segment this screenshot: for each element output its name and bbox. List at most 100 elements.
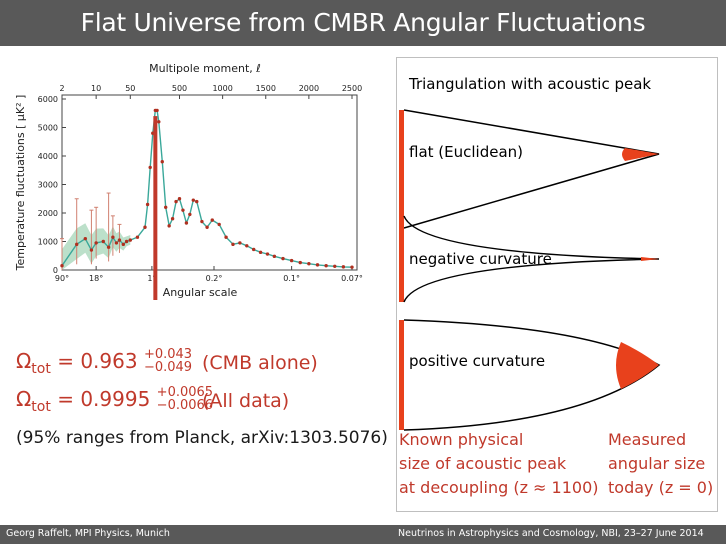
data-point bbox=[155, 108, 159, 113]
data-point bbox=[83, 236, 88, 241]
data-point bbox=[181, 208, 185, 212]
footer-event: Neutrinos in Astrophysics and Cosmology,… bbox=[398, 528, 704, 539]
data-point bbox=[265, 252, 270, 256]
data-point bbox=[238, 241, 242, 245]
bottom-tick-label: 0.1° bbox=[283, 274, 300, 283]
data-point bbox=[324, 264, 328, 268]
data-point bbox=[89, 248, 94, 252]
omega-subscript-2: tot bbox=[31, 399, 51, 415]
best-fit-curve bbox=[61, 109, 353, 268]
flat-triangle bbox=[399, 109, 660, 229]
data-point bbox=[167, 224, 171, 228]
data-point bbox=[205, 225, 209, 229]
negative-angle-wedge bbox=[641, 257, 659, 261]
bottom-tick-label: 0.07° bbox=[341, 274, 363, 283]
data-point bbox=[191, 198, 195, 202]
curvature-diagram bbox=[399, 109, 661, 431]
data-point bbox=[145, 202, 150, 207]
data-point bbox=[350, 265, 354, 269]
positive-source-bar bbox=[399, 320, 404, 430]
planck-source: (95% ranges from Planck, arXiv:1303.5076… bbox=[16, 428, 388, 448]
top-tick-label: 2 bbox=[59, 84, 64, 93]
data-point bbox=[200, 219, 204, 224]
data-point bbox=[170, 217, 175, 221]
measured-line-3: today (z = 0) bbox=[608, 478, 714, 497]
data-point bbox=[231, 242, 235, 247]
top-tick-label: 10 bbox=[91, 84, 101, 93]
omega-line-2: Ωtot = 0.9995 +0.0065 −0.0066 bbox=[16, 384, 214, 416]
data-point bbox=[333, 264, 337, 268]
data-point bbox=[307, 262, 311, 266]
data-point bbox=[281, 256, 285, 261]
data-point bbox=[298, 260, 302, 265]
bottom-tick-label: 90° bbox=[55, 274, 69, 283]
positive-angle-wedge bbox=[616, 342, 659, 389]
data-point bbox=[289, 258, 294, 263]
data-point bbox=[60, 264, 64, 268]
bottom-tick-label: 18° bbox=[89, 274, 103, 283]
omega-sup-2: +0.0065 bbox=[156, 384, 214, 400]
known-size-caption: Known physical size of acoustic peak at … bbox=[399, 428, 599, 500]
top-tick-label: 2500 bbox=[342, 84, 362, 93]
data-point bbox=[94, 241, 98, 245]
top-tick-label: 2000 bbox=[299, 84, 319, 93]
omega-value-1: = 0.963 bbox=[57, 349, 138, 373]
y-tick-label: 5000 bbox=[38, 124, 58, 133]
data-point bbox=[210, 218, 214, 222]
data-point bbox=[217, 222, 221, 227]
data-point bbox=[114, 241, 119, 245]
flat-rays bbox=[403, 109, 660, 229]
omega-note-1: (CMB alone) bbox=[202, 352, 318, 374]
data-point bbox=[148, 165, 152, 170]
data-point bbox=[75, 242, 79, 247]
data-point bbox=[121, 242, 126, 247]
negative-source-bar bbox=[399, 216, 404, 302]
data-point bbox=[224, 235, 228, 239]
data-point bbox=[106, 245, 111, 249]
data-point bbox=[251, 247, 256, 252]
data-point bbox=[258, 250, 263, 255]
positive-curvature-triangle bbox=[399, 319, 661, 431]
y-tick-label: 2000 bbox=[38, 209, 58, 218]
data-point bbox=[101, 239, 105, 244]
known-size-line-3: at decoupling (z ≈ 1100) bbox=[399, 478, 599, 497]
y-tick-label: 3000 bbox=[38, 181, 58, 190]
title-bar: Flat Universe from CMBR Angular Fluctuat… bbox=[0, 0, 726, 46]
omega-subscript: tot bbox=[31, 361, 51, 377]
top-axis-label: Multipole moment, ℓ bbox=[149, 62, 261, 75]
data-point bbox=[177, 197, 182, 201]
slide-title: Flat Universe from CMBR Angular Fluctuat… bbox=[80, 8, 646, 37]
data-point bbox=[272, 254, 277, 259]
measured-angle-caption: Measured angular size today (z = 0) bbox=[608, 428, 713, 500]
footer-bar bbox=[0, 525, 726, 544]
known-size-line-1: Known physical bbox=[399, 430, 524, 449]
data-point bbox=[117, 238, 122, 242]
data-point bbox=[184, 221, 189, 225]
data-point bbox=[164, 205, 168, 209]
data-point bbox=[111, 235, 115, 239]
plot-frame bbox=[61, 94, 358, 271]
y-tick-label: 4000 bbox=[38, 152, 58, 161]
measured-line-2: angular size bbox=[608, 454, 706, 473]
y-tick-label: 1000 bbox=[38, 238, 58, 247]
data-point bbox=[128, 238, 132, 242]
omega-sub-1: −0.049 bbox=[143, 359, 193, 375]
known-size-line-2: size of acoustic peak bbox=[399, 454, 567, 473]
bottom-tick-label: 0.2° bbox=[206, 274, 223, 283]
data-point bbox=[135, 235, 140, 239]
peak-marker-bar bbox=[153, 116, 158, 300]
bottom-tick-label: 1° bbox=[147, 274, 156, 283]
positive-curvature-label: positive curvature bbox=[409, 352, 546, 370]
omega-symbol-2: Ω bbox=[16, 387, 32, 411]
top-tick-label: 50 bbox=[125, 84, 135, 93]
omega-note-2: (All data) bbox=[202, 390, 290, 412]
data-point bbox=[188, 212, 192, 217]
top-tick-label: 1000 bbox=[212, 84, 232, 93]
triangulation-panel: Triangulation with acoustic peak flat (E… bbox=[396, 57, 718, 512]
data-point bbox=[341, 265, 346, 269]
data-point bbox=[245, 244, 249, 248]
data-point bbox=[124, 239, 129, 244]
top-tick-label: 500 bbox=[172, 84, 187, 93]
flat-label: flat (Euclidean) bbox=[409, 143, 524, 161]
